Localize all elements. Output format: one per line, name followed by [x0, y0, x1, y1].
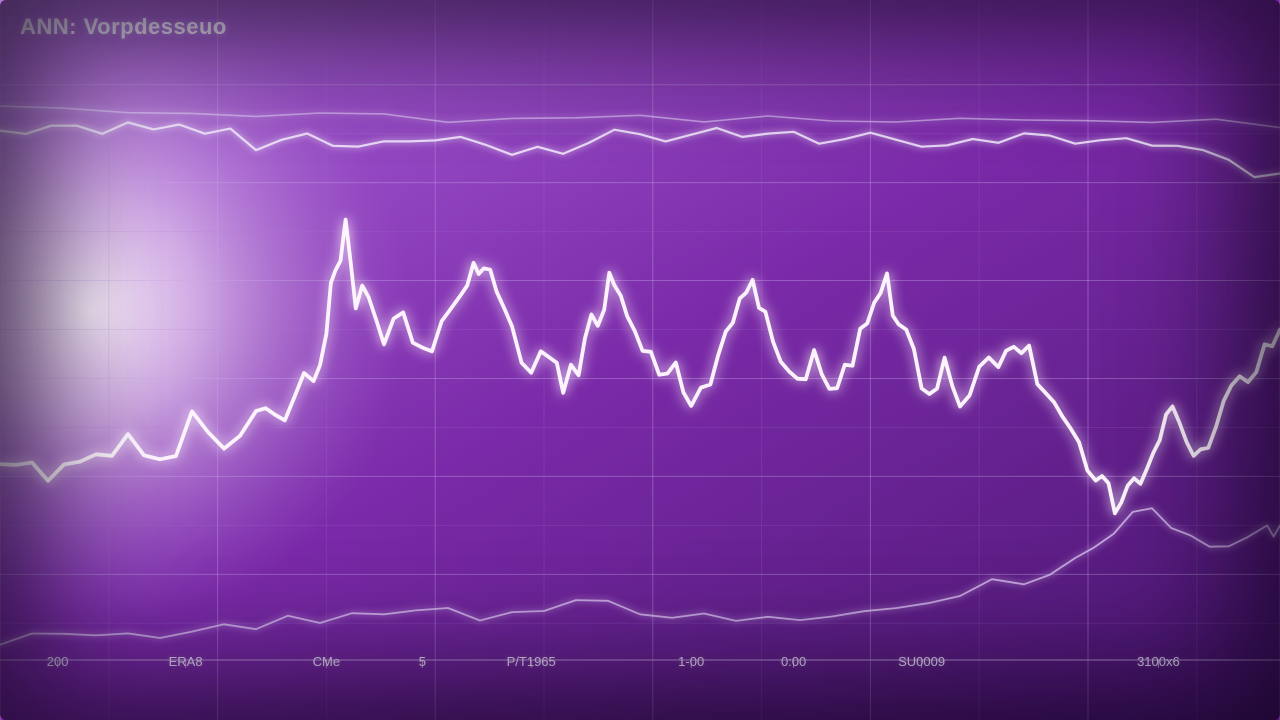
x-axis-label: SU0009 [898, 654, 945, 669]
x-axis-label: P/T1965 [507, 654, 556, 669]
chart-root: ANN: Vorpdesseuo 200 ERA8 CMe 5 P/T1965 1-00 0… [0, 0, 1280, 720]
chart-canvas [0, 0, 1280, 720]
x-axis-label: 3100x6 [1137, 654, 1180, 669]
x-axis-label: ERA8 [169, 654, 203, 669]
x-axis-label: CMe [313, 654, 340, 669]
x-axis-label: 5 [419, 654, 426, 669]
x-axis-label: 200 [47, 654, 69, 669]
x-axis-labels: 200 ERA8 CMe 5 P/T1965 1-00 0:00 SU0009 3100x6 [0, 654, 1280, 714]
chart-title: ANN: Vorpdesseuo [20, 14, 227, 40]
x-axis-label: 1-00 [678, 654, 704, 669]
x-axis-label: 0:00 [781, 654, 806, 669]
